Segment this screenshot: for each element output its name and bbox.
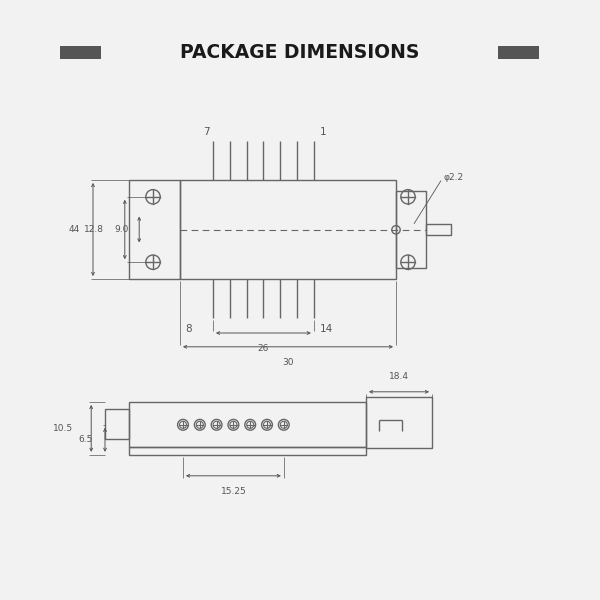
Bar xyxy=(129,180,180,279)
Text: 44: 44 xyxy=(68,225,80,234)
Bar xyxy=(426,224,451,235)
Text: 12.8: 12.8 xyxy=(84,225,104,234)
Text: 30: 30 xyxy=(282,358,294,367)
Text: 15.25: 15.25 xyxy=(221,487,246,496)
Text: 18.4: 18.4 xyxy=(389,372,409,381)
Bar xyxy=(396,191,426,268)
Text: 7: 7 xyxy=(203,127,210,137)
Bar xyxy=(105,409,129,439)
Bar xyxy=(366,397,432,448)
Bar xyxy=(60,46,101,59)
Bar xyxy=(180,180,396,279)
Text: 1: 1 xyxy=(320,127,326,137)
Text: 14: 14 xyxy=(320,324,333,334)
Text: PACKAGE DIMENSIONS: PACKAGE DIMENSIONS xyxy=(181,43,419,62)
Bar xyxy=(498,46,539,59)
Text: 8: 8 xyxy=(185,324,192,334)
Text: 6.5: 6.5 xyxy=(79,436,93,444)
Text: 26: 26 xyxy=(258,344,269,353)
Bar xyxy=(129,402,366,447)
Text: 10.5: 10.5 xyxy=(53,424,73,433)
Bar xyxy=(129,447,366,455)
Text: 9.0: 9.0 xyxy=(114,225,128,234)
Text: φ2.2: φ2.2 xyxy=(444,173,464,181)
